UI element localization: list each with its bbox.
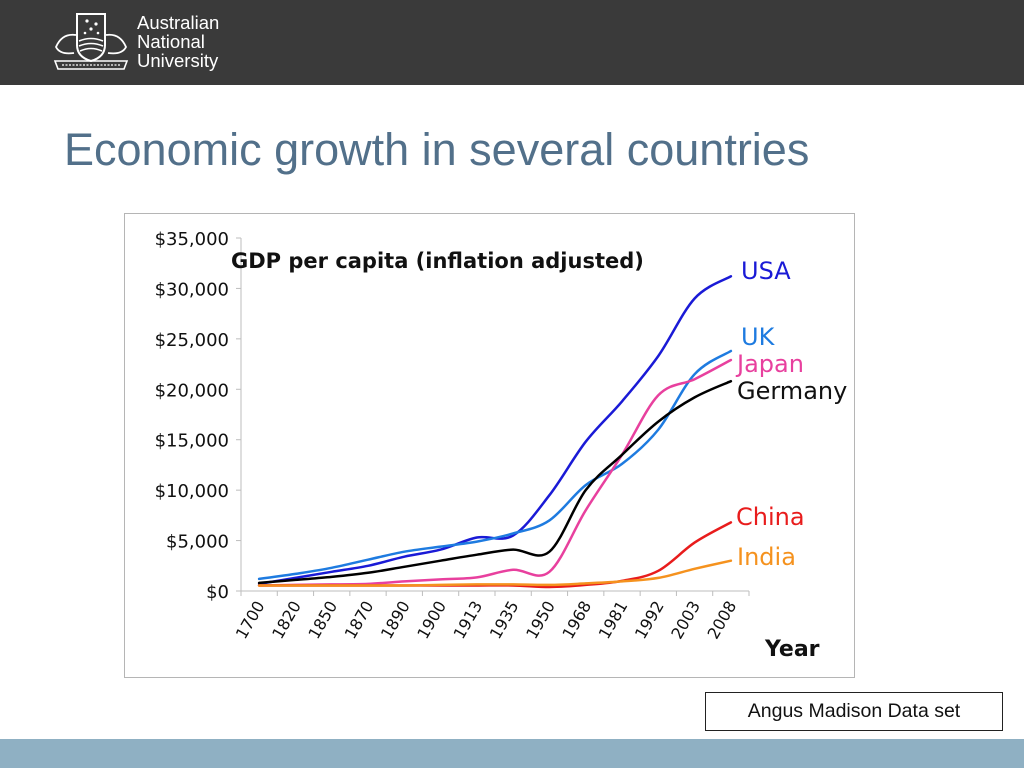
source-note: Angus Madison Data set <box>705 692 1003 731</box>
series-line-india <box>257 559 733 587</box>
chart-frame: $0 $5,000 $10,000 $15,000 $20,000 $25,000 $30,… <box>124 213 855 678</box>
logo-line: University <box>137 50 219 71</box>
anu-crest-icon <box>53 13 129 70</box>
series-label-japan: Japan <box>735 350 804 378</box>
y-tick-label: $20,000 <box>155 380 229 401</box>
series-lines-layer <box>257 275 733 589</box>
series-label-india: India <box>737 543 796 571</box>
series-line-usa <box>257 275 733 586</box>
x-tick-label: 1890 <box>377 598 414 643</box>
x-tick-label: 1820 <box>268 598 305 643</box>
x-tick-label: 1981 <box>595 598 632 643</box>
series-label-germany: Germany <box>737 377 847 405</box>
chart-title: GDP per capita (inflation adjusted) <box>231 249 644 273</box>
gdp-line-chart: $0 $5,000 $10,000 $15,000 $20,000 $25,000 $30,… <box>155 229 848 662</box>
x-tick-label: 2003 <box>667 598 704 643</box>
logo-line: Australian <box>137 12 220 33</box>
footer-bar <box>0 739 1024 768</box>
series-line-germany <box>257 379 733 585</box>
series-label-china: China <box>736 503 805 531</box>
y-tick-label: $15,000 <box>155 431 229 452</box>
series-line-uk <box>257 349 733 581</box>
x-tick-label: 1850 <box>304 598 341 643</box>
x-tick-label: 1992 <box>631 598 668 643</box>
university-logo-text: Australian National University <box>137 13 219 70</box>
x-tick-label: 1900 <box>413 598 450 643</box>
x-tick-label: 1700 <box>232 598 269 643</box>
x-tick-label: 1950 <box>522 598 559 643</box>
x-tick-label: 1870 <box>341 598 378 643</box>
y-tick-label: $10,000 <box>155 481 229 502</box>
y-tick-label: $30,000 <box>155 279 229 300</box>
x-tick-label: 1935 <box>486 598 523 643</box>
labels-layer: $0 $5,000 $10,000 $15,000 $20,000 $25,000 $30,… <box>155 229 848 662</box>
x-tick-label: 2008 <box>704 598 741 643</box>
y-tick-label: $5,000 <box>166 532 229 553</box>
series-label-uk: UK <box>741 323 776 351</box>
axes-layer <box>236 237 750 596</box>
x-axis-label: Year <box>764 637 820 662</box>
series-label-usa: USA <box>741 257 791 285</box>
y-tick-label: $25,000 <box>155 330 229 351</box>
y-tick-label: $35,000 <box>155 229 229 250</box>
slide-title: Economic growth in several countries <box>64 124 810 175</box>
x-tick-label: 1913 <box>450 598 487 643</box>
header-bar: Australian National University <box>0 0 1024 85</box>
y-tick-label: $0 <box>206 582 229 603</box>
x-tick-label: 1968 <box>558 598 595 643</box>
logo-line: National <box>137 31 205 52</box>
